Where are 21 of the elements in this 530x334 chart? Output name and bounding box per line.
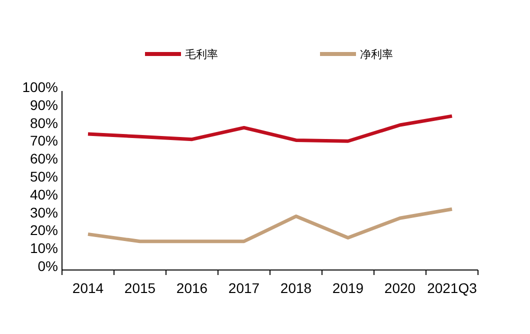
y-tick-label: 90% [30, 96, 58, 113]
x-tick-label: 2017 [228, 280, 260, 296]
x-tick-label: 2021Q3 [427, 280, 478, 296]
legend-label: 净利率 [360, 48, 393, 61]
y-tick-label: 70% [30, 132, 58, 149]
legend-label: 毛利率 [185, 48, 218, 61]
y-tick-label: 0% [38, 258, 58, 274]
y-tick-label: 20% [30, 222, 58, 238]
x-tick-label: 2018 [280, 280, 312, 296]
y-tick-label: 60% [30, 150, 58, 167]
x-tick-label: 2014 [72, 280, 104, 296]
x-tick-label: 2020 [384, 280, 416, 296]
x-tick-label: 2015 [124, 280, 156, 296]
y-tick-label: 40% [30, 186, 58, 202]
y-tick-label: 100% [22, 79, 58, 95]
y-tick-label: 50% [30, 168, 58, 184]
y-tick-label: 30% [30, 204, 58, 220]
x-tick-label: 2016 [176, 280, 208, 296]
y-tick-label: 10% [30, 240, 58, 256]
y-tick-label: 80% [30, 114, 58, 131]
x-tick-label: 2019 [332, 280, 364, 296]
